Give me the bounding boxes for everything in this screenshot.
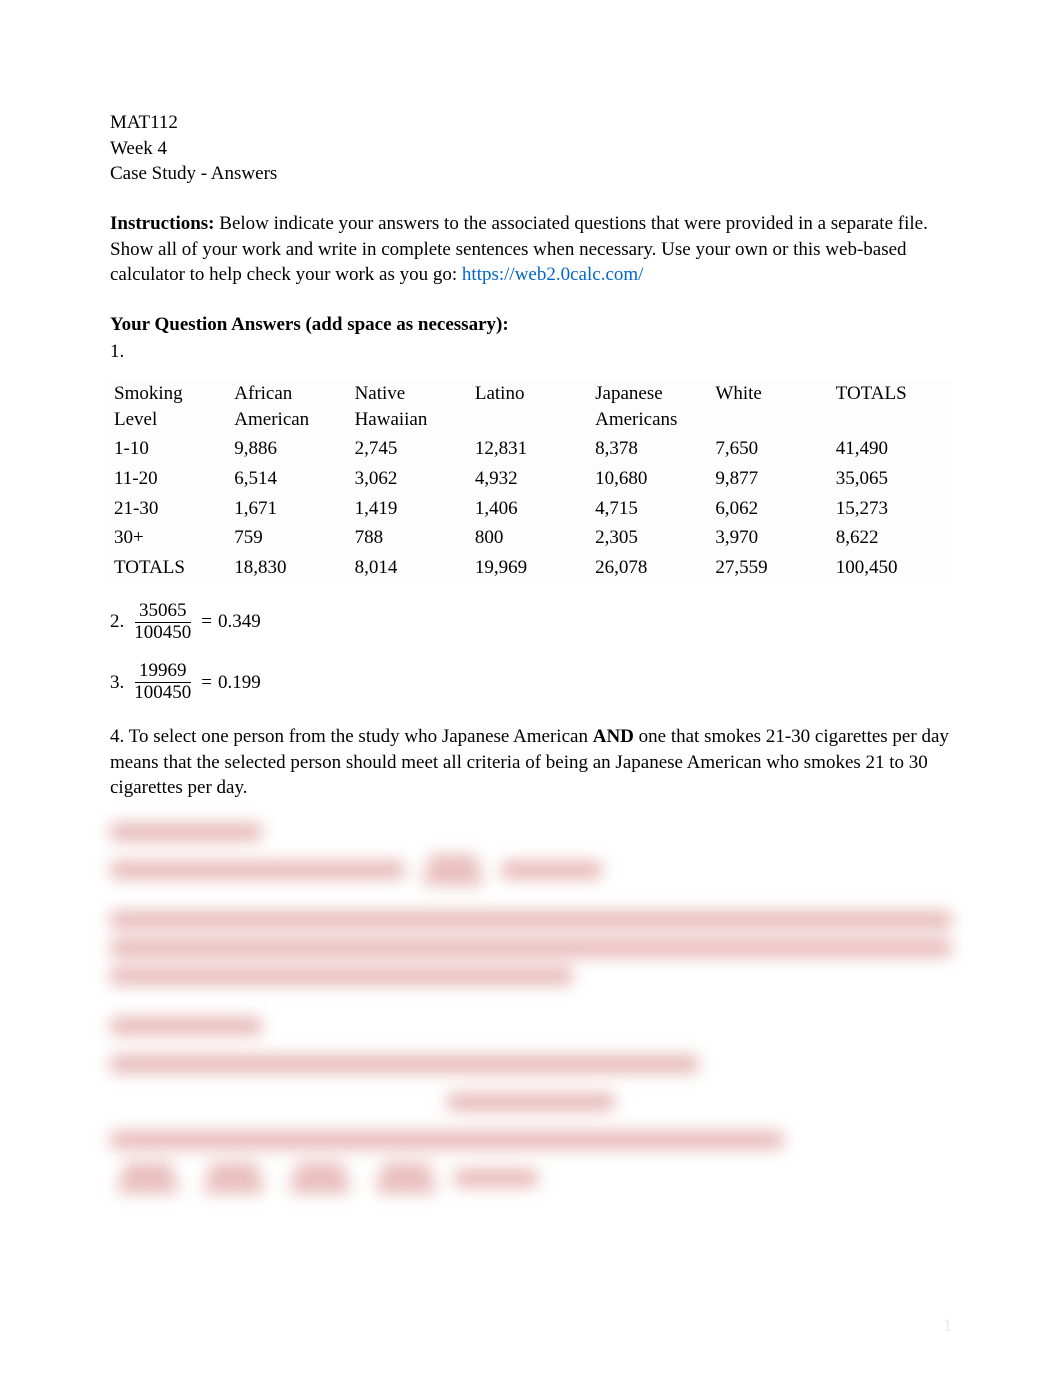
table-row: 30+ 759 788 800 2,305 3,970 8,622 (110, 523, 952, 553)
q4-label: 4. (110, 726, 129, 747)
cell: 41,490 (832, 434, 952, 464)
instructions-label: Instructions: (110, 213, 215, 234)
cell: 788 (351, 523, 471, 553)
blur-row (110, 1045, 952, 1083)
q4-bold-and: AND (593, 726, 634, 747)
q3-row: 3. 19969 100450 = 0.199 (110, 661, 952, 704)
q2-label: 2. (110, 609, 124, 635)
cell: 18,830 (230, 553, 350, 583)
course-code: MAT112 (110, 110, 952, 136)
blur-line (110, 861, 405, 879)
col-header-african: African American (230, 379, 350, 434)
cell: 8,014 (351, 553, 471, 583)
table-row: 21-30 1,671 1,419 1,406 4,715 6,062 15,2… (110, 494, 952, 524)
q3-result: 0.199 (218, 670, 261, 696)
blur-fraction (290, 1163, 350, 1193)
document-header: MAT112 Week 4 Case Study - Answers (110, 110, 952, 187)
blur-line (447, 1093, 615, 1111)
cell: 759 (230, 523, 350, 553)
blurred-content (110, 823, 952, 1197)
blur-fraction (204, 1163, 264, 1193)
col-header-hawaiian: Native Hawaiian (351, 379, 471, 434)
cell: 1,419 (351, 494, 471, 524)
blur-line (110, 823, 262, 841)
col-header-japanese: Japanese Americans (591, 379, 711, 434)
blur-row (110, 1083, 952, 1121)
cell: 6,514 (230, 464, 350, 494)
blur-line (110, 911, 952, 929)
cell: 21-30 (110, 494, 230, 524)
blur-line (454, 1169, 538, 1187)
cell: 800 (471, 523, 591, 553)
q2-numerator: 35065 (135, 601, 191, 623)
cell: 9,877 (711, 464, 831, 494)
table-header-row: Smoking Level African American Native Ha… (110, 379, 952, 434)
blur-line (110, 1131, 784, 1149)
answers-heading: Your Question Answers (add space as nece… (110, 312, 952, 338)
cell: 1,671 (230, 494, 350, 524)
col-header-totals: TOTALS (832, 379, 952, 434)
cell: 3,062 (351, 464, 471, 494)
cell: 30+ (110, 523, 230, 553)
q2-equals: = (201, 609, 212, 635)
cell: 8,622 (832, 523, 952, 553)
q1-label: 1. (110, 339, 952, 365)
cell: 35,065 (832, 464, 952, 494)
cell: 15,273 (832, 494, 952, 524)
q3-denominator: 100450 (130, 683, 195, 704)
cell: 2,305 (591, 523, 711, 553)
blur-fraction (376, 1163, 436, 1193)
blur-line (501, 861, 602, 879)
cell: 8,378 (591, 434, 711, 464)
cell: 7,650 (711, 434, 831, 464)
calculator-link[interactable]: https://web2.0calc.com/ (462, 264, 644, 285)
blur-fraction (423, 855, 483, 885)
cell: 27,559 (711, 553, 831, 583)
blur-line (110, 967, 573, 985)
cell: 4,715 (591, 494, 711, 524)
blur-line (110, 1017, 262, 1035)
table-row-totals: TOTALS 18,830 8,014 19,969 26,078 27,559… (110, 553, 952, 583)
blur-line (110, 939, 952, 957)
instructions-paragraph: Instructions: Below indicate your answer… (110, 211, 952, 288)
blur-row (110, 1159, 952, 1197)
cell: 3,970 (711, 523, 831, 553)
cell: 100,450 (832, 553, 952, 583)
q2-row: 2. 35065 100450 = 0.349 (110, 601, 952, 644)
cell: 6,062 (711, 494, 831, 524)
table-row: 11-20 6,514 3,062 4,932 10,680 9,877 35,… (110, 464, 952, 494)
cell: 26,078 (591, 553, 711, 583)
q4-text-before: To select one person from the study who … (129, 726, 593, 747)
cell: 2,745 (351, 434, 471, 464)
blur-row (110, 851, 952, 889)
cell: 19,969 (471, 553, 591, 583)
q2-denominator: 100450 (130, 623, 195, 644)
q2-result: 0.349 (218, 609, 261, 635)
cell: 12,831 (471, 434, 591, 464)
q3-numerator: 19969 (135, 661, 191, 683)
cell: 1-10 (110, 434, 230, 464)
q4-paragraph: 4. To select one person from the study w… (110, 724, 952, 801)
cell: 4,932 (471, 464, 591, 494)
doc-title: Case Study - Answers (110, 161, 952, 187)
page-number: 1 (943, 1313, 952, 1337)
col-header-latino: Latino (471, 379, 591, 434)
smoking-table: Smoking Level African American Native Ha… (110, 379, 952, 582)
cell: TOTALS (110, 553, 230, 583)
q3-label: 3. (110, 670, 124, 696)
week-label: Week 4 (110, 136, 952, 162)
q2-fraction: 35065 100450 (130, 601, 195, 644)
cell: 10,680 (591, 464, 711, 494)
cell: 11-20 (110, 464, 230, 494)
q3-equals: = (201, 670, 212, 696)
col-header-white: White (711, 379, 831, 434)
blur-row (110, 1121, 952, 1159)
cell: 9,886 (230, 434, 350, 464)
cell: 1,406 (471, 494, 591, 524)
blur-fraction (118, 1163, 178, 1193)
table-row: 1-10 9,886 2,745 12,831 8,378 7,650 41,4… (110, 434, 952, 464)
q3-fraction: 19969 100450 (130, 661, 195, 704)
col-header-smoking: Smoking Level (110, 379, 230, 434)
blur-line (110, 1055, 699, 1073)
